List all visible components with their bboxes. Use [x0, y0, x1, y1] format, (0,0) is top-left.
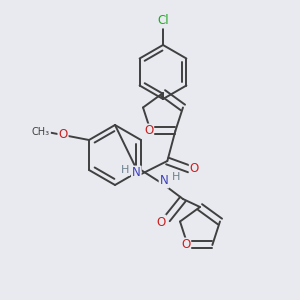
Text: O: O — [144, 124, 153, 137]
Text: Cl: Cl — [157, 14, 169, 28]
Text: N: N — [160, 175, 168, 188]
Text: O: O — [156, 215, 166, 229]
Text: O: O — [181, 238, 190, 251]
Text: H: H — [172, 172, 180, 182]
Text: N: N — [132, 167, 141, 179]
Text: O: O — [190, 163, 199, 176]
Text: CH₃: CH₃ — [32, 127, 50, 137]
Text: O: O — [58, 128, 68, 140]
Text: H: H — [121, 165, 130, 175]
